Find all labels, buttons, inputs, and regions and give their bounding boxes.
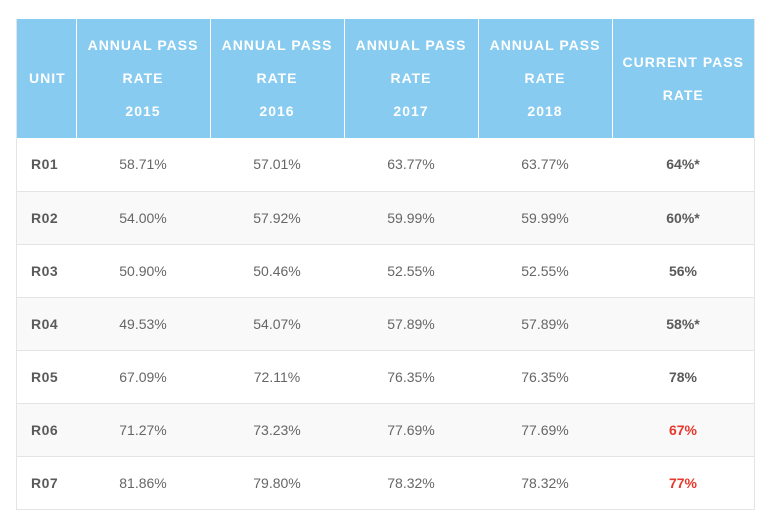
- header-2018-line3: 2018: [527, 103, 563, 119]
- header-2017-line2: RATE: [390, 70, 432, 86]
- table-row: R07 81.86% 79.80% 78.32% 78.32% 77%: [17, 456, 754, 510]
- rate-2016-cell: 57.01%: [210, 138, 344, 192]
- rate-2016-cell: 57.92%: [210, 191, 344, 245]
- table-row: R04 49.53% 54.07% 57.89% 57.89% 58%*: [17, 297, 754, 351]
- header-2018: ANNUAL PASS RATE 2018: [478, 19, 613, 138]
- rate-2016-cell: 73.23%: [210, 403, 344, 457]
- current-rate-cell: 77%: [612, 456, 754, 510]
- current-rate-cell: 64%*: [612, 138, 754, 192]
- header-2016: ANNUAL PASS RATE 2016: [210, 19, 345, 138]
- rate-2018-cell: 76.35%: [478, 350, 612, 404]
- unit-cell: R03: [17, 244, 76, 298]
- rate-2015-cell: 50.90%: [76, 244, 210, 298]
- header-current-line2: RATE: [662, 86, 704, 103]
- rate-2018-cell: 57.89%: [478, 297, 612, 351]
- table-header: UNIT ANNUAL PASS RATE 2015 ANNUAL PASS R…: [17, 19, 754, 138]
- rate-2018-cell: 59.99%: [478, 191, 612, 245]
- header-2015-line1: ANNUAL PASS: [87, 37, 199, 53]
- table-row: R05 67.09% 72.11% 76.35% 76.35% 78%: [17, 350, 754, 404]
- unit-cell: R07: [17, 456, 76, 510]
- header-unit: UNIT: [17, 19, 77, 138]
- rate-2018-cell: 52.55%: [478, 244, 612, 298]
- current-rate-cell: 60%*: [612, 191, 754, 245]
- unit-cell: R06: [17, 403, 76, 457]
- header-2016-line2: RATE: [256, 70, 298, 86]
- table-row: R02 54.00% 57.92% 59.99% 59.99% 60%*: [17, 191, 754, 245]
- pass-rate-table-container: UNIT ANNUAL PASS RATE 2015 ANNUAL PASS R…: [16, 19, 755, 510]
- header-2017: ANNUAL PASS RATE 2017: [344, 19, 479, 138]
- header-2015-line2: RATE: [122, 70, 164, 86]
- header-row: UNIT ANNUAL PASS RATE 2015 ANNUAL PASS R…: [17, 19, 754, 138]
- header-current-line1: CURRENT PASS: [622, 53, 744, 70]
- unit-cell: R05: [17, 350, 76, 404]
- rate-2016-cell: 72.11%: [210, 350, 344, 404]
- header-2017-line1: ANNUAL PASS: [355, 37, 467, 53]
- rate-2018-cell: 63.77%: [478, 138, 612, 192]
- current-rate-cell: 56%: [612, 244, 754, 298]
- header-2016-line1: ANNUAL PASS: [221, 37, 333, 53]
- rate-2017-cell: 78.32%: [344, 456, 478, 510]
- header-2018-line1: ANNUAL PASS: [489, 37, 601, 53]
- header-2016-line3: 2016: [259, 103, 295, 119]
- header-2015: ANNUAL PASS RATE 2015: [76, 19, 211, 138]
- rate-2015-cell: 58.71%: [76, 138, 210, 192]
- table-body: R01 58.71% 57.01% 63.77% 63.77% 64%* R02…: [17, 138, 754, 510]
- rate-2015-cell: 71.27%: [76, 403, 210, 457]
- header-2018-line2: RATE: [524, 70, 566, 86]
- rate-2016-cell: 79.80%: [210, 456, 344, 510]
- rate-2015-cell: 54.00%: [76, 191, 210, 245]
- header-unit-label: UNIT: [29, 70, 66, 86]
- pass-rate-table: UNIT ANNUAL PASS RATE 2015 ANNUAL PASS R…: [17, 19, 754, 510]
- unit-cell: R02: [17, 191, 76, 245]
- rate-2015-cell: 67.09%: [76, 350, 210, 404]
- rate-2016-cell: 50.46%: [210, 244, 344, 298]
- unit-cell: R01: [17, 138, 76, 192]
- table-row: R06 71.27% 73.23% 77.69% 77.69% 67%: [17, 403, 754, 457]
- rate-2017-cell: 77.69%: [344, 403, 478, 457]
- rate-2018-cell: 78.32%: [478, 456, 612, 510]
- rate-2015-cell: 81.86%: [76, 456, 210, 510]
- current-rate-cell: 67%: [612, 403, 754, 457]
- unit-cell: R04: [17, 297, 76, 351]
- current-rate-cell: 78%: [612, 350, 754, 404]
- rate-2017-cell: 76.35%: [344, 350, 478, 404]
- header-2017-line3: 2017: [393, 103, 429, 119]
- rate-2017-cell: 63.77%: [344, 138, 478, 192]
- rate-2016-cell: 54.07%: [210, 297, 344, 351]
- rate-2018-cell: 77.69%: [478, 403, 612, 457]
- current-rate-cell: 58%*: [612, 297, 754, 351]
- rate-2017-cell: 59.99%: [344, 191, 478, 245]
- rate-2017-cell: 52.55%: [344, 244, 478, 298]
- table-row: R01 58.71% 57.01% 63.77% 63.77% 64%*: [17, 138, 754, 192]
- table-row: R03 50.90% 50.46% 52.55% 52.55% 56%: [17, 244, 754, 298]
- rate-2017-cell: 57.89%: [344, 297, 478, 351]
- rate-2015-cell: 49.53%: [76, 297, 210, 351]
- header-current: CURRENT PASS RATE: [612, 19, 754, 138]
- header-2015-line3: 2015: [125, 103, 161, 119]
